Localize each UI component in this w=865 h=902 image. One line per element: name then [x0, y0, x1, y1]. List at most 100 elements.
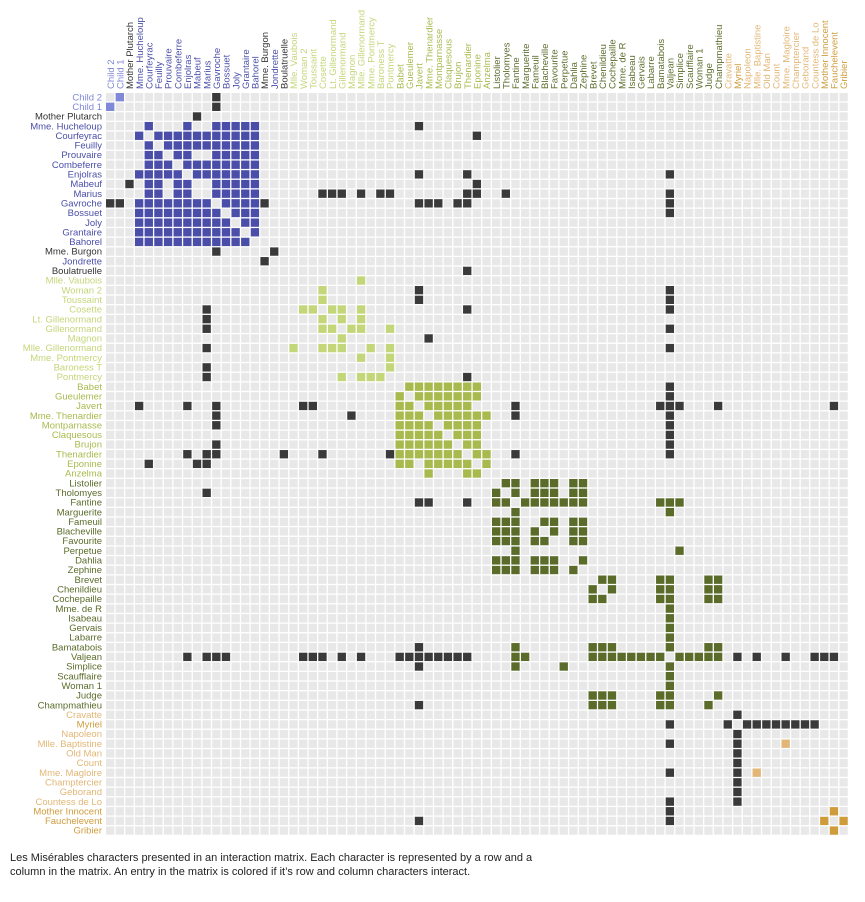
empty-cell [829, 93, 839, 102]
empty-cell [627, 286, 636, 295]
empty-cell [414, 324, 424, 333]
empty-cell [173, 392, 182, 401]
empty-cell [221, 498, 231, 507]
empty-cell [607, 536, 617, 546]
row-label-isabeau: Isabeau [68, 613, 102, 624]
empty-cell [405, 363, 414, 372]
empty-cell [260, 517, 269, 526]
empty-cell [800, 517, 810, 526]
empty-cell [405, 498, 414, 507]
empty-cell [839, 266, 848, 276]
empty-cell [646, 170, 655, 179]
empty-cell [163, 450, 173, 459]
empty-cell [106, 218, 115, 227]
empty-cell [675, 421, 684, 430]
row-label-woman-2: Woman 2 [62, 285, 102, 296]
empty-cell [742, 411, 752, 420]
interaction-cell [569, 536, 578, 546]
empty-cell [414, 314, 424, 324]
empty-cell [492, 257, 501, 266]
empty-cell [800, 218, 810, 227]
empty-cell [781, 305, 790, 314]
empty-cell [270, 237, 279, 247]
empty-cell [636, 353, 646, 362]
empty-cell [395, 469, 404, 478]
empty-cell [125, 247, 134, 256]
empty-cell [559, 672, 568, 681]
empty-cell [183, 681, 192, 690]
interaction-cell [463, 199, 472, 208]
empty-cell [791, 334, 800, 343]
interaction-cell [192, 237, 202, 247]
empty-cell [588, 614, 597, 623]
empty-cell [559, 286, 568, 295]
empty-cell [385, 421, 395, 430]
empty-cell [742, 314, 752, 324]
interaction-cell [665, 324, 675, 333]
empty-cell [627, 102, 636, 111]
empty-cell [385, 488, 395, 497]
empty-cell [154, 334, 163, 343]
empty-cell [366, 565, 375, 575]
empty-cell [376, 469, 385, 478]
empty-cell [327, 411, 337, 420]
empty-cell [540, 401, 549, 411]
empty-cell [733, 199, 742, 208]
interaction-cell [231, 189, 240, 198]
empty-cell [501, 604, 510, 613]
empty-cell [617, 141, 626, 150]
empty-cell [385, 401, 395, 411]
empty-cell [221, 102, 231, 111]
empty-cell [492, 208, 501, 218]
empty-cell [173, 575, 182, 584]
empty-cell [125, 604, 134, 613]
empty-cell [559, 266, 568, 276]
empty-cell [549, 102, 559, 111]
empty-cell [115, 247, 124, 256]
empty-cell [106, 160, 115, 169]
empty-cell [134, 276, 144, 285]
empty-cell [549, 614, 559, 623]
empty-cell [212, 672, 221, 681]
empty-cell [742, 498, 752, 507]
empty-cell [405, 334, 414, 343]
empty-cell [453, 286, 462, 295]
empty-cell [405, 102, 414, 111]
empty-cell [337, 536, 346, 546]
empty-cell [520, 160, 530, 169]
empty-cell [154, 575, 163, 584]
empty-cell [636, 527, 646, 536]
column-label-toussaint: Toussaint [308, 49, 319, 89]
empty-cell [366, 546, 375, 555]
empty-cell [134, 112, 144, 121]
interaction-cell [405, 401, 414, 411]
interaction-cell [318, 450, 327, 459]
empty-cell [665, 228, 675, 237]
empty-cell [598, 585, 607, 594]
column-label-brevet: Brevet [588, 61, 599, 89]
empty-cell [260, 401, 269, 411]
empty-cell [685, 305, 694, 314]
empty-cell [270, 305, 279, 314]
empty-cell [646, 633, 655, 642]
empty-cell [742, 286, 752, 295]
empty-cell [675, 594, 684, 604]
empty-cell [106, 527, 115, 536]
empty-cell [163, 633, 173, 642]
empty-cell [434, 575, 443, 584]
empty-cell [492, 681, 501, 690]
empty-cell [733, 363, 742, 372]
empty-cell [482, 121, 491, 131]
empty-cell [549, 189, 559, 198]
empty-cell [800, 257, 810, 266]
empty-cell [771, 450, 781, 459]
empty-cell [713, 440, 723, 449]
empty-cell [829, 546, 839, 555]
interaction-cell [569, 479, 578, 488]
empty-cell [704, 401, 713, 411]
empty-cell [221, 623, 231, 633]
empty-cell [607, 411, 617, 420]
empty-cell [656, 507, 665, 517]
empty-cell [723, 286, 732, 295]
